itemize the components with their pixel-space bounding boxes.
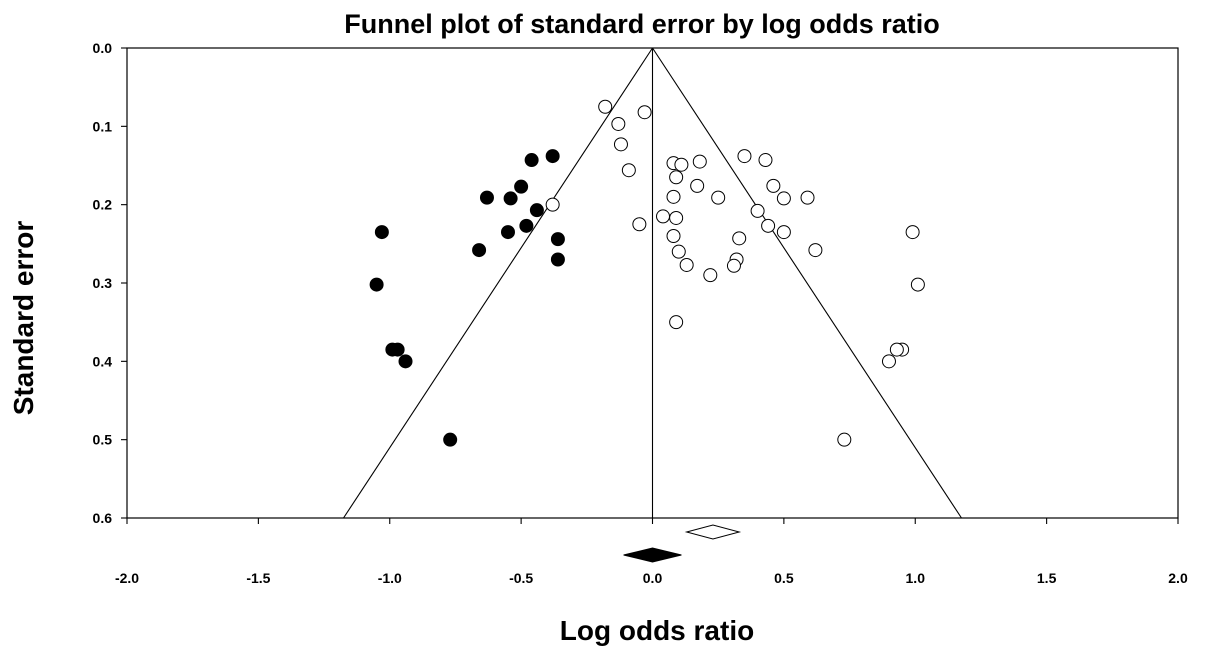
open-point — [671, 244, 686, 259]
filled-point — [503, 191, 518, 206]
y-tick-label: 0.0 — [93, 40, 113, 56]
open-point — [732, 231, 747, 246]
y-tick-label: 0.1 — [93, 118, 113, 134]
filled-point — [545, 149, 560, 164]
open-point — [905, 225, 920, 240]
open-point — [889, 342, 904, 357]
y-axis-title: Standard error — [8, 221, 39, 416]
open-point — [808, 243, 823, 258]
data-points — [369, 99, 925, 447]
filled-point — [524, 153, 539, 168]
open-point — [666, 229, 681, 243]
open-point — [611, 116, 626, 131]
funnel-lines — [343, 47, 962, 519]
open-point — [656, 209, 671, 224]
open-point — [669, 315, 684, 330]
x-tick-label: 1.0 — [906, 570, 926, 586]
x-tick-label: 2.0 — [1168, 570, 1188, 586]
summary-diamonds — [623, 524, 742, 563]
open-point — [737, 149, 752, 164]
filled-point — [390, 342, 405, 357]
open-point — [621, 163, 636, 178]
open-point — [613, 137, 628, 152]
filled-summary-diamond — [623, 547, 682, 563]
y-tick-label: 0.4 — [93, 353, 113, 369]
y-tick-label: 0.5 — [93, 432, 113, 448]
y-tick-label: 0.3 — [93, 275, 113, 291]
x-tick-label: 0.0 — [643, 570, 663, 586]
open-point — [679, 257, 694, 272]
open-point — [750, 203, 765, 218]
open-point — [690, 178, 705, 193]
filled-point — [369, 277, 384, 292]
x-tick-label: -0.5 — [509, 570, 533, 586]
y-tick-label: 0.2 — [93, 197, 113, 213]
x-tick-label: 1.5 — [1037, 570, 1057, 586]
open-point — [669, 210, 684, 225]
open-point — [776, 225, 791, 240]
open-point — [800, 190, 815, 205]
filled-point — [479, 190, 494, 205]
open-point — [545, 197, 560, 212]
open-point — [758, 153, 773, 168]
filled-point — [550, 252, 565, 267]
open-point — [761, 218, 776, 233]
filled-point — [550, 232, 565, 247]
chart-title: Funnel plot of standard error by log odd… — [344, 9, 940, 39]
filled-point — [529, 203, 544, 218]
open-point — [666, 189, 681, 204]
open-point — [776, 191, 791, 206]
x-tick-label: -1.5 — [246, 570, 270, 586]
open-point — [703, 268, 718, 283]
open-point — [837, 432, 852, 447]
filled-point — [519, 218, 534, 233]
x-tick-label: -2.0 — [115, 570, 139, 586]
filled-point — [374, 225, 389, 240]
open-point — [726, 258, 741, 273]
x-tick-label: 0.5 — [774, 570, 794, 586]
y-tick-label: 0.6 — [93, 510, 113, 526]
open-point — [692, 154, 707, 169]
open-point — [881, 354, 896, 369]
x-axis: -2.0 -1.5 -1.0 -0.5 0.0 0.5 1.0 1.5 2.0 — [115, 518, 1188, 586]
open-point — [910, 277, 925, 292]
x-tick-label: -1.0 — [378, 570, 402, 586]
open-point — [674, 157, 689, 172]
open-point — [632, 217, 647, 232]
open-summary-diamond — [684, 524, 742, 540]
open-point — [598, 99, 613, 114]
y-axis: 0.0 0.1 0.2 0.3 0.4 0.5 0.6 — [93, 40, 127, 526]
filled-point — [472, 243, 487, 258]
open-point — [669, 170, 684, 185]
filled-point — [398, 354, 413, 369]
open-point — [766, 178, 781, 193]
open-point — [711, 190, 726, 205]
filled-point — [443, 432, 458, 447]
open-point — [637, 105, 652, 120]
filled-point — [514, 179, 529, 194]
funnel-right-line — [652, 47, 962, 519]
funnel-left-line — [343, 47, 653, 519]
x-axis-title: Log odds ratio — [560, 615, 754, 646]
filled-point — [500, 225, 515, 240]
